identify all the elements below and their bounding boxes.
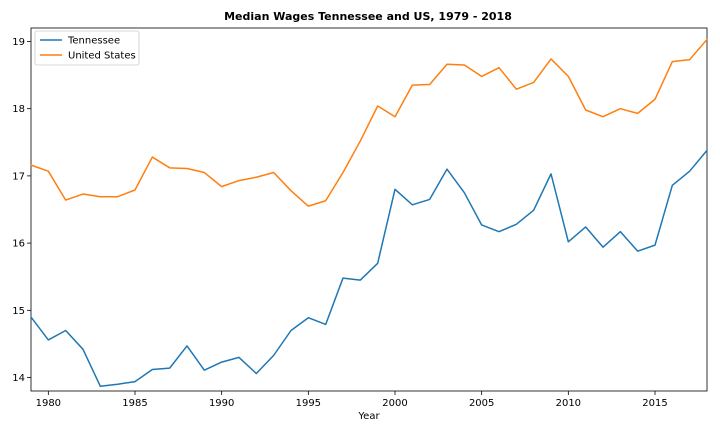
chart-title: Median Wages Tennessee and US, 1979 - 20… xyxy=(224,10,512,23)
x-tick-label: 2000 xyxy=(382,398,407,409)
y-tick-label: 16 xyxy=(12,239,25,250)
y-tick-label: 19 xyxy=(12,37,25,48)
series-line-united-states xyxy=(30,38,708,207)
x-tick-label: 2010 xyxy=(556,398,581,409)
plot-area: 1980 1985 1990 1995 2000 2005 2010 2015 1415161… xyxy=(12,27,708,409)
y-axis-ticks: 14 15 16 17 18 19 xyxy=(12,37,31,384)
x-tick-label: 2015 xyxy=(642,398,667,409)
legend-label: United States xyxy=(68,51,136,62)
x-tick-label: 1990 xyxy=(209,398,234,409)
series-line-tennessee xyxy=(30,149,708,388)
plot-frame xyxy=(30,27,708,392)
x-axis-ticks: 1980 1985 1990 1995 2000 2005 2010 2015 xyxy=(36,391,668,409)
legend: Tennessee United States xyxy=(34,30,140,66)
x-tick-label: 2005 xyxy=(469,398,494,409)
legend-label: Tennessee xyxy=(67,36,120,47)
y-tick-label: 18 xyxy=(12,104,25,115)
y-tick-label: 14 xyxy=(12,373,25,384)
x-tick-label: 1980 xyxy=(36,398,61,409)
series-layer xyxy=(30,38,708,388)
y-tick-label: 15 xyxy=(12,306,25,317)
y-tick-label: 17 xyxy=(12,171,25,182)
x-tick-label: 1985 xyxy=(122,398,147,409)
x-axis-label: Year xyxy=(357,411,380,422)
x-tick-label: 1995 xyxy=(296,398,321,409)
